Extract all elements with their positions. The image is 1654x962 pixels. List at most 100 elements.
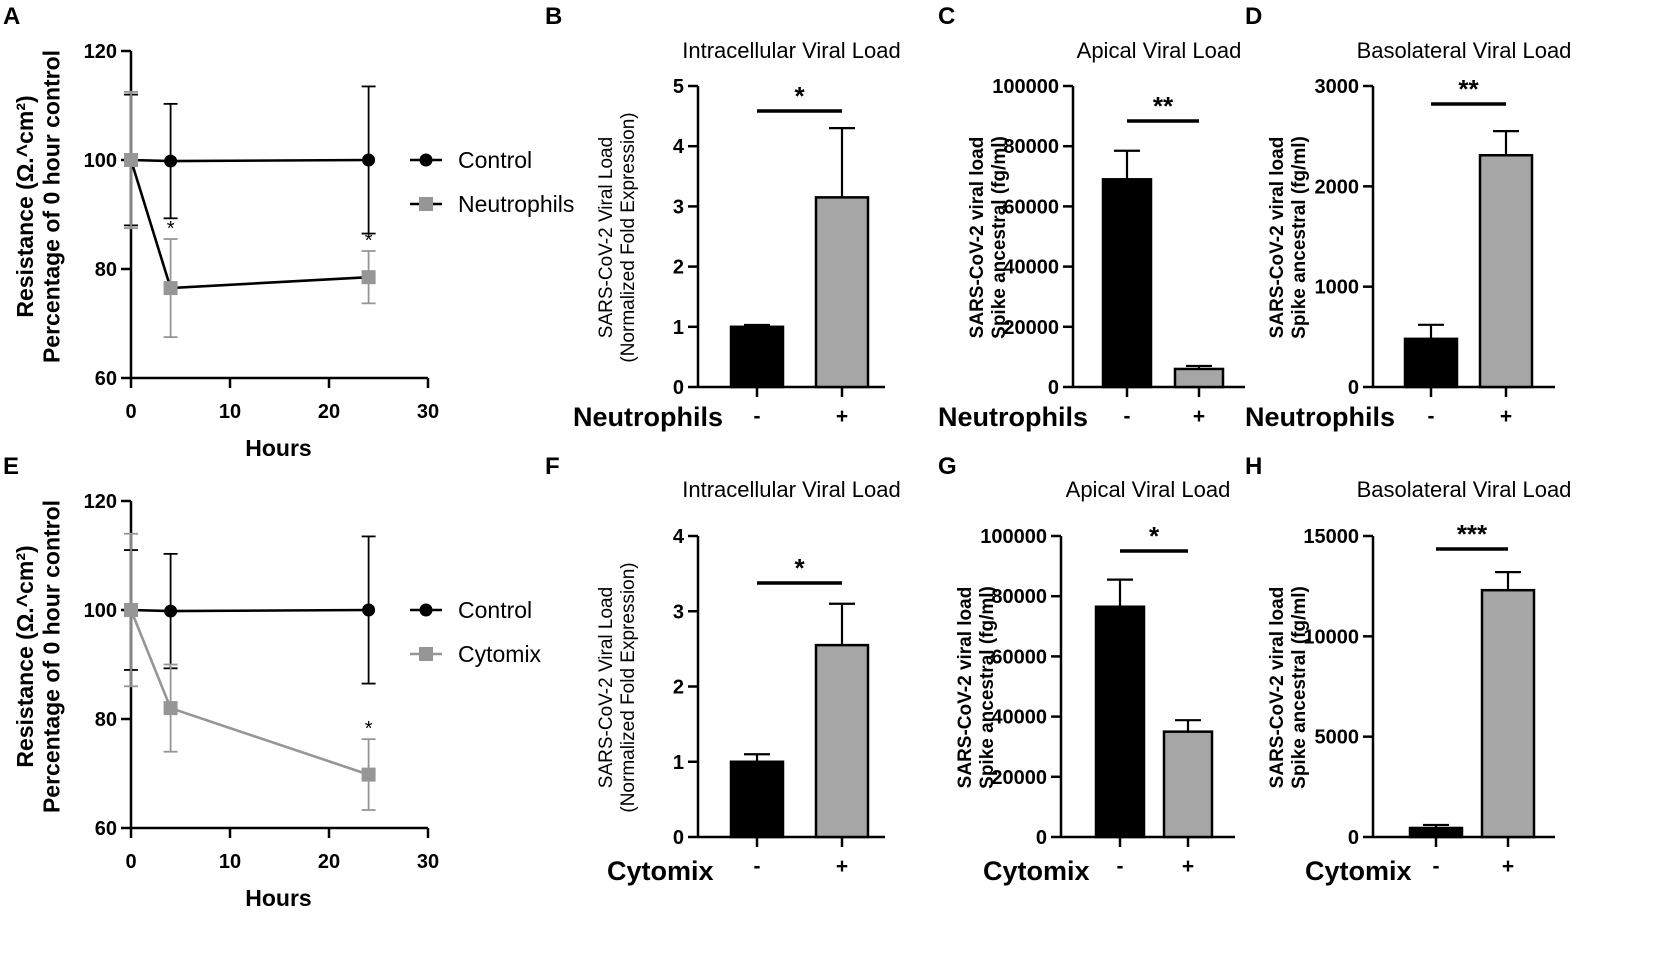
panel-h: H 0 5000 10000 15000 Basolateral Viral Load SA… — [1245, 453, 1571, 886]
x-tick-label: 30 — [417, 401, 439, 423]
data-point — [163, 281, 178, 296]
bar-minus — [1403, 337, 1459, 389]
y-tick-label: 3 — [673, 601, 684, 623]
significance-marker: ** — [1458, 74, 1479, 104]
x-tick-label: 0 — [125, 851, 136, 873]
y-tick-label: 0 — [1036, 827, 1047, 849]
data-point — [362, 153, 376, 167]
y-tick-label: 15000 — [1303, 526, 1359, 548]
y-tick-label: 2 — [673, 257, 684, 279]
series-cytomix: * Cytomix — [124, 532, 542, 811]
y-tick-label: 60 — [95, 368, 117, 390]
legend-label: Cytomix — [458, 641, 542, 667]
panel-b: B 0 1 2 3 4 5 Intracellular Viral Load SARS-CoV-… — [545, 3, 901, 432]
y-tick-label: 0 — [673, 827, 684, 849]
y-tick-label: 1000 — [1315, 277, 1360, 299]
y-tick-label: 2 — [673, 677, 684, 699]
panel-letter: A — [3, 3, 20, 30]
x-tick-label: 20 — [318, 401, 340, 423]
legend-label: Control — [458, 597, 532, 623]
y-tick-label: 3000 — [1315, 76, 1360, 98]
category-label: - — [1433, 855, 1440, 878]
bar-minus — [729, 325, 785, 389]
significance-marker: * — [167, 218, 175, 240]
x-axis-label: Hours — [245, 435, 311, 461]
category-label: + — [1182, 855, 1194, 878]
y-tick-label: 100000 — [980, 526, 1047, 548]
x-tick-label: 10 — [219, 851, 241, 873]
y-axis-label: SARS-CoV-2 viral loadSpike ancestral (fg… — [967, 136, 1010, 339]
y-axis-label-line: SARS-CoV-2 Viral Load — [596, 137, 617, 338]
panel-letter: E — [3, 453, 19, 480]
chart-title: Apical Viral Load — [1077, 38, 1242, 63]
x-axis-label: Cytomix — [983, 856, 1090, 886]
y-tick-label: 0 — [1048, 377, 1059, 399]
panel-letter: B — [545, 3, 562, 30]
y-tick-label: 1 — [673, 317, 684, 339]
legend-label: Neutrophils — [458, 191, 574, 217]
y-axis-label: SARS-CoV-2 Viral Load(Normalized Fold Ex… — [596, 562, 639, 812]
legend-marker — [419, 197, 433, 211]
bar-plus — [1480, 588, 1536, 839]
chart-title: Basolateral Viral Load — [1357, 38, 1572, 63]
y-axis-label-line: Percentage of 0 hour control — [38, 50, 64, 363]
data-point — [124, 603, 138, 617]
significance-marker: * — [794, 81, 805, 111]
y-axis-label-line: Spike ancestral (fg/ml) — [977, 586, 998, 789]
category-label: + — [1502, 855, 1514, 878]
y-tick-label: 80 — [95, 709, 117, 731]
y-axis-label-line: (Normalized Fold Expression) — [618, 112, 639, 362]
y-tick-label: 20000 — [1003, 317, 1059, 339]
y-tick-label: 100 — [84, 600, 117, 622]
category-label: + — [836, 855, 848, 878]
data-point — [164, 154, 178, 168]
panel-letter: H — [1245, 453, 1262, 480]
panel-e: E 60 80 100 120 0 10 20 30 Hours Resistance (Ω.^cm… — [3, 453, 542, 911]
significance-marker: ** — [1153, 91, 1174, 121]
panel-letter: F — [545, 453, 560, 480]
panel-a: A 60 80 100 120 0 10 20 30 Hours Resistance (Ω.^cm… — [3, 3, 574, 461]
category-label: + — [1500, 405, 1512, 428]
y-tick-label: 0 — [1348, 377, 1359, 399]
legend-marker — [419, 647, 433, 661]
y-tick-label: 5000 — [1315, 727, 1360, 749]
x-axis-label: Cytomix — [1305, 856, 1412, 886]
y-axis-label: Resistance (Ω.^cm²)Percentage of 0 hour … — [12, 50, 64, 363]
chart-title: Apical Viral Load — [1066, 477, 1231, 502]
y-axis-label: SARS-CoV-2 Viral Load(Normalized Fold Ex… — [596, 112, 639, 362]
data-point — [361, 270, 376, 285]
x-tick-label: 30 — [417, 851, 439, 873]
y-tick-label: 0 — [673, 377, 684, 399]
bar-plus — [814, 196, 870, 389]
y-tick-label: 80 — [95, 259, 117, 281]
significance-marker: *** — [1457, 519, 1488, 549]
y-tick-label: 100 — [84, 150, 117, 172]
y-axis-label-line: SARS-CoV-2 viral load — [967, 137, 988, 339]
bar-plus — [814, 643, 870, 839]
y-tick-label: 40000 — [991, 707, 1047, 729]
x-axis-label: Neutrophils — [573, 402, 723, 432]
y-axis-label: SARS-CoV-2 viral loadSpike ancestral (fg… — [1267, 586, 1310, 789]
y-tick-label: 1 — [673, 752, 684, 774]
y-axis-label: SARS-CoV-2 viral loadSpike ancestral (fg… — [955, 586, 998, 789]
y-axis-label-line: Resistance (Ω.^cm²) — [12, 545, 38, 767]
chart-title: Basolateral Viral Load — [1357, 477, 1572, 502]
y-tick-label: 4 — [673, 526, 685, 548]
y-tick-label: 60000 — [991, 646, 1047, 668]
y-axis-label: SARS-CoV-2 viral loadSpike ancestral (fg… — [1267, 136, 1310, 339]
panel-d: D 0 1000 2000 3000 Basolateral Viral Load SARS… — [1245, 3, 1571, 432]
y-tick-label: 4 — [673, 136, 685, 158]
panel-g: G 0 20000 40000 60000 80000 100000 Apical Viral… — [938, 453, 1235, 886]
x-axis-label: Neutrophils — [1245, 402, 1395, 432]
bar-minus — [729, 760, 785, 839]
y-tick-label: 3 — [673, 196, 684, 218]
legend-marker — [419, 603, 433, 617]
series-line — [129, 609, 370, 776]
significance-marker: * — [365, 230, 373, 252]
chart-title: Intracellular Viral Load — [682, 38, 901, 63]
bar-minus — [1101, 178, 1153, 389]
y-tick-label: 120 — [84, 491, 117, 513]
x-tick-label: 0 — [125, 401, 136, 423]
category-label: - — [754, 405, 761, 428]
